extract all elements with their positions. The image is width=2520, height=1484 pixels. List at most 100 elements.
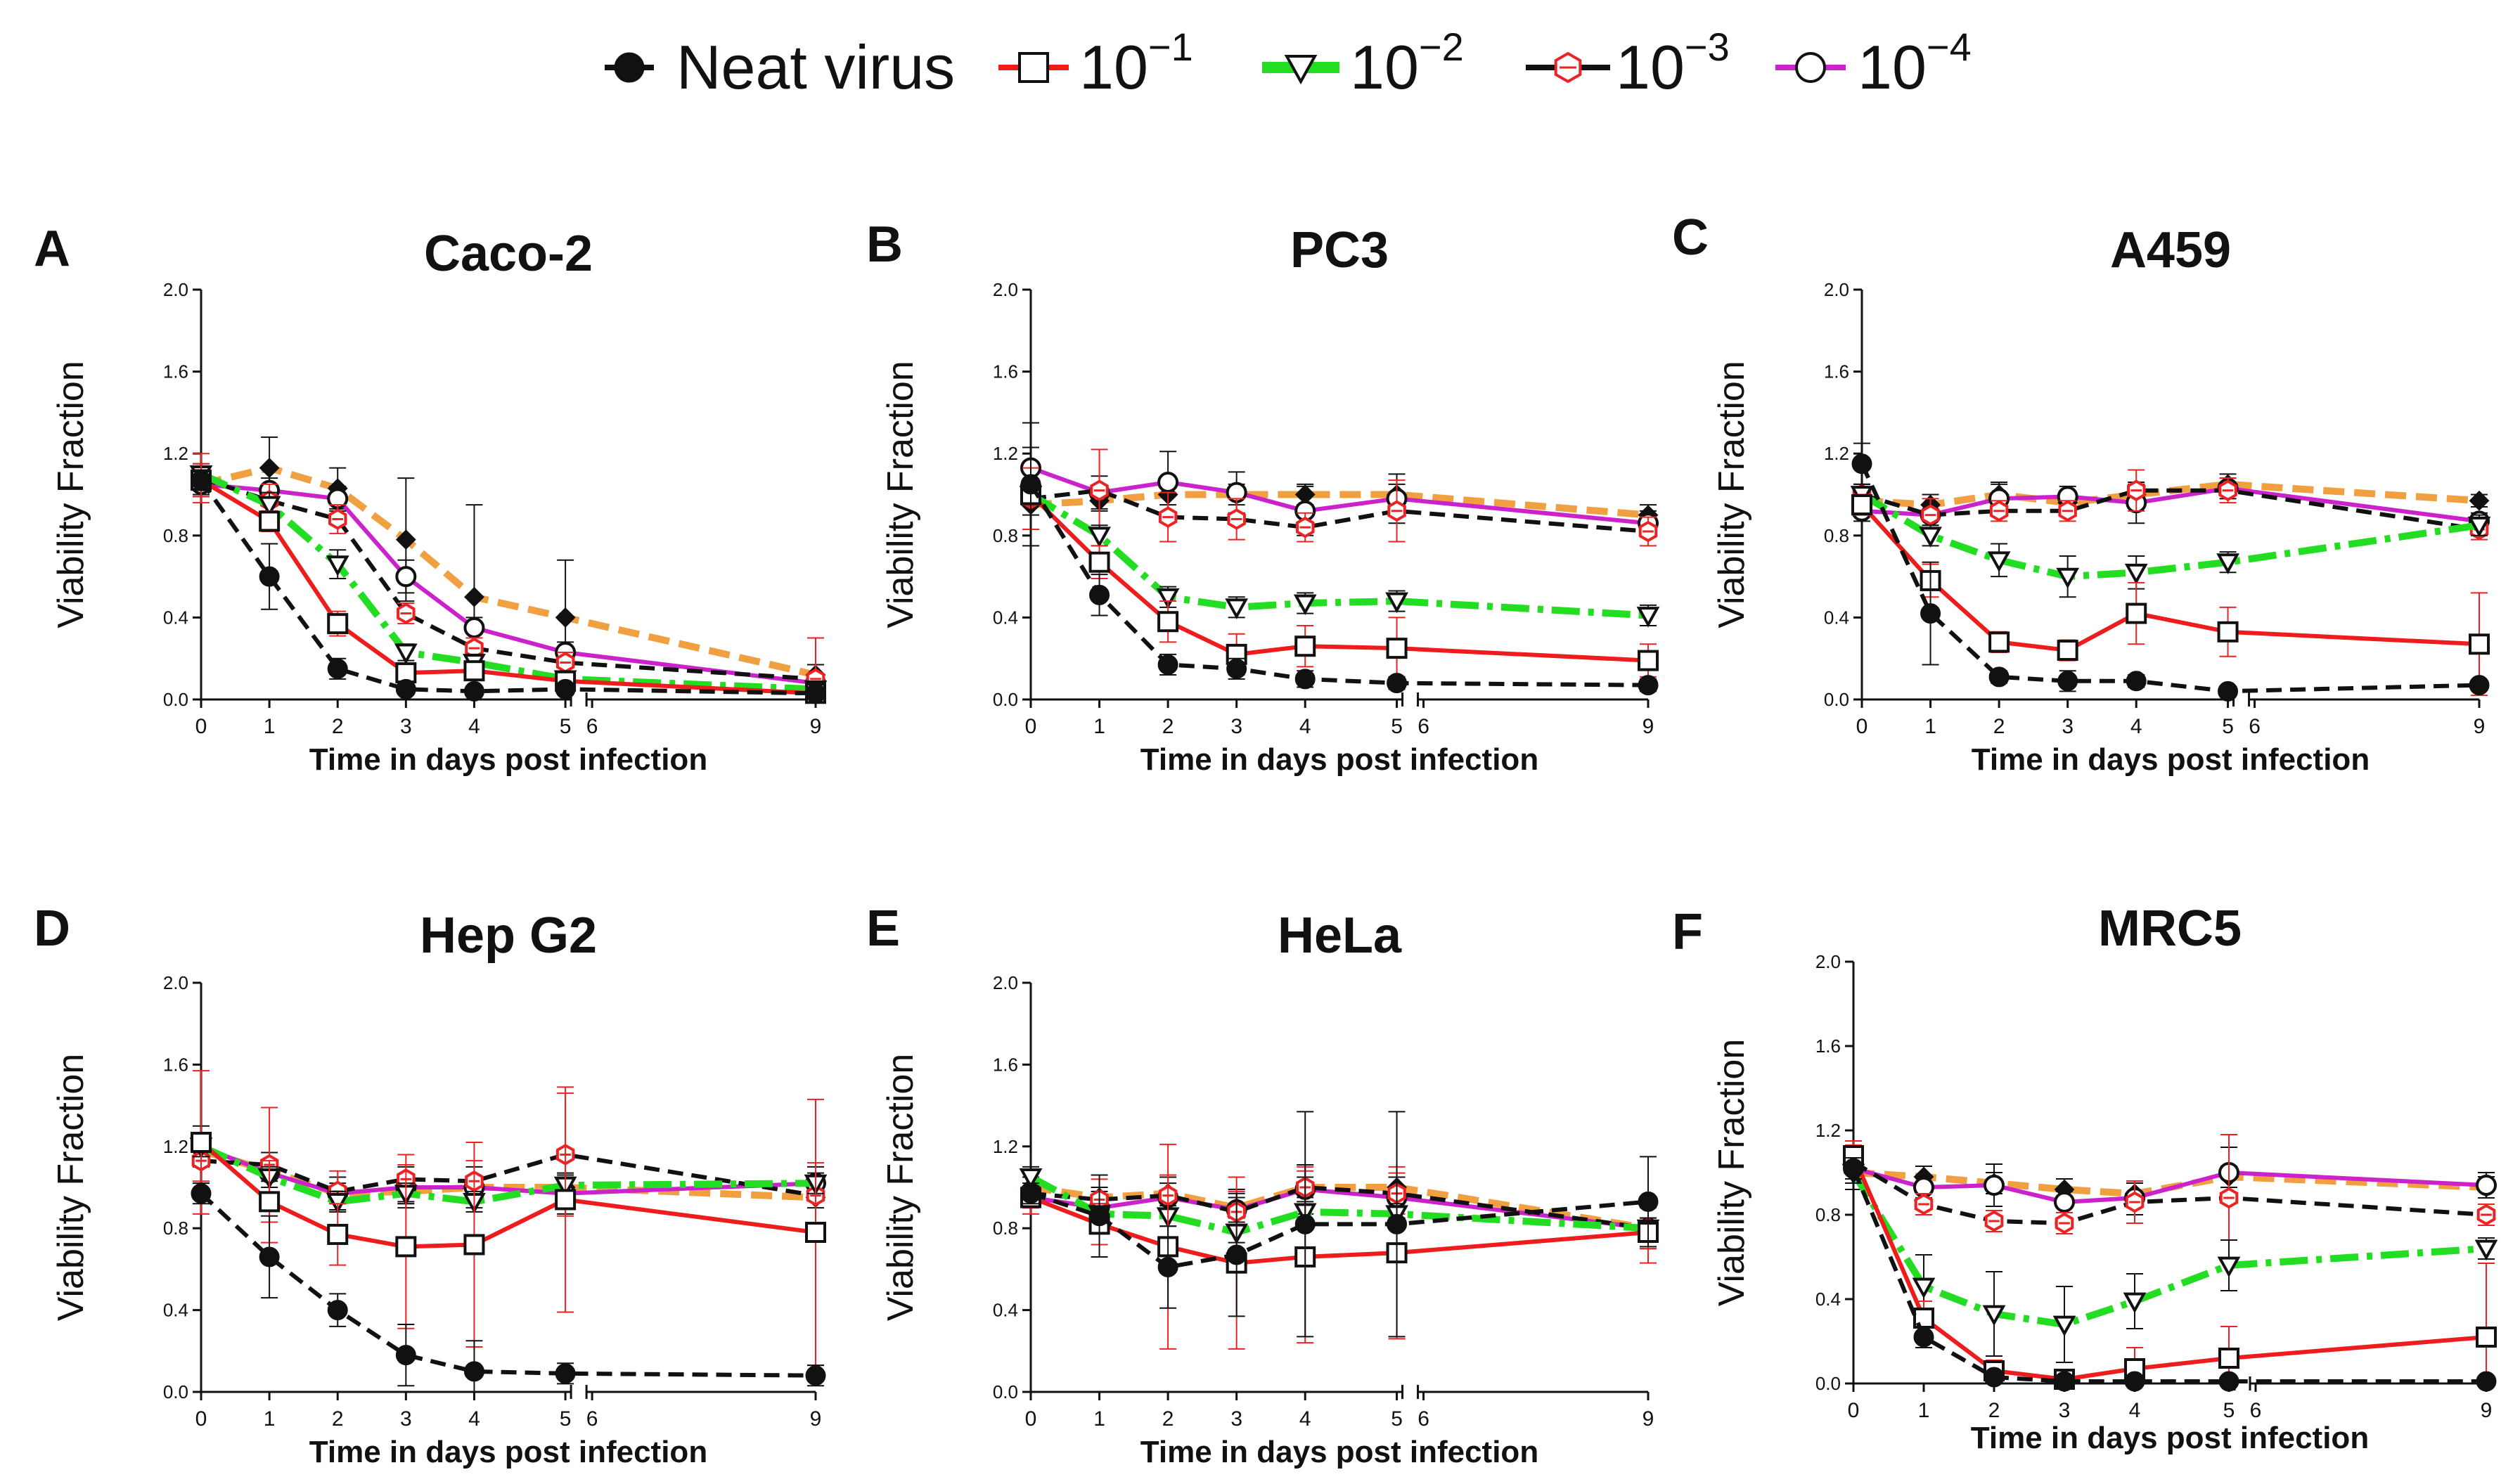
data-point-d1 xyxy=(1851,494,1872,516)
x-tick-label-B: 3 xyxy=(1230,715,1242,738)
data-point-neat xyxy=(1020,1183,1041,1204)
data-point-d2 xyxy=(1982,1305,2006,1327)
series-line-d2-F xyxy=(1850,1170,2487,1328)
x-tick-label-B: 0 xyxy=(1025,715,1037,738)
series-d3-A xyxy=(191,453,825,700)
x-tick-label-A: 2 xyxy=(332,715,344,738)
y-tick-label-C: 0.8 xyxy=(1824,525,1849,546)
x-tick-label-B: 5 xyxy=(1391,715,1403,738)
data-point-neat xyxy=(1851,453,1872,475)
y-tick-label-F: 0.8 xyxy=(1815,1204,1841,1225)
data-point-neat xyxy=(1157,1256,1178,1277)
y-tick-label-B: 0.8 xyxy=(993,525,1018,546)
data-point-neat xyxy=(2124,1371,2145,1392)
data-point-neat xyxy=(1089,1206,1110,1227)
data-point-extra xyxy=(2469,490,2490,511)
series-d4-F xyxy=(1843,1147,2497,1215)
data-point-neat xyxy=(327,1300,348,1321)
data-point-neat xyxy=(395,1345,416,1366)
data-point-neat xyxy=(1387,1213,1408,1234)
x-tick-label-C: 1 xyxy=(1924,715,1936,738)
data-point-d1 xyxy=(463,1234,485,1256)
series-neat-F xyxy=(1843,1157,2497,1392)
legend-marker-d4 xyxy=(1795,52,1826,83)
y-axis-label-B: Viability Fraction xyxy=(880,361,921,628)
legend-sup-d1: −1 xyxy=(1148,25,1193,69)
data-point-d2 xyxy=(326,555,349,576)
series-d3-F xyxy=(1844,1134,2496,1262)
x-tick-label-C: 9 xyxy=(2474,715,2486,738)
y-tick-label-C: 2.0 xyxy=(1824,279,1849,300)
data-point-d1 xyxy=(1988,631,2010,653)
series-d2-F xyxy=(1841,1161,2498,1363)
y-tick-label-C: 1.2 xyxy=(1824,443,1849,464)
y-tick-label-D: 1.2 xyxy=(163,1136,188,1157)
x-tick-label-D: 3 xyxy=(400,1407,412,1431)
data-point-d1 xyxy=(1638,650,1659,671)
data-point-d1 xyxy=(395,662,417,684)
legend-sup-d2: −2 xyxy=(1419,25,1464,69)
series-d2-D xyxy=(189,1135,828,1214)
series-extra-A xyxy=(191,436,826,690)
data-point-neat xyxy=(1638,675,1659,696)
y-tick-label-B: 0.0 xyxy=(993,689,1018,710)
data-point-neat xyxy=(1387,673,1408,694)
x-tick-label-F: 4 xyxy=(2129,1399,2141,1422)
series-line-d1-C xyxy=(1860,503,2480,652)
x-tick-label-B: 6 xyxy=(1418,715,1429,738)
legend: Neat virus 10−1 10−2 10−3 10−4 xyxy=(605,25,1972,102)
data-point-neat xyxy=(1638,1191,1659,1212)
y-tick-label-D: 0.4 xyxy=(163,1300,188,1321)
series-neat-C xyxy=(1851,442,2490,702)
y-tick-label-A: 0.0 xyxy=(163,689,188,710)
data-point-d1 xyxy=(463,660,485,682)
series-neat-A xyxy=(191,469,826,704)
data-point-d2 xyxy=(1019,1168,1043,1189)
x-tick-label-C: 5 xyxy=(2222,715,2234,738)
panel-title-B: PC3 xyxy=(1290,222,1389,278)
x-tick-label-F: 9 xyxy=(2481,1399,2493,1422)
series-neat-B xyxy=(1020,422,1659,696)
data-point-d1 xyxy=(555,1189,577,1211)
series-d3-C xyxy=(1852,469,2489,541)
series-d1-D xyxy=(191,1070,826,1367)
legend-marker-neat xyxy=(614,52,645,83)
panel-letter-A: A xyxy=(34,221,70,277)
data-point-neat xyxy=(1294,1213,1316,1234)
series-d4-E xyxy=(1020,1163,1659,1250)
data-point-d1 xyxy=(1088,551,1110,573)
data-point-neat xyxy=(259,1246,280,1267)
series-d1-E xyxy=(1020,1143,1659,1350)
y-tick-label-D: 1.6 xyxy=(163,1054,188,1075)
data-point-neat xyxy=(2218,1371,2239,1392)
series-line-neat-A xyxy=(199,479,816,696)
x-tick-label-D: 2 xyxy=(332,1407,344,1431)
panel-title-C: A459 xyxy=(2110,222,2231,278)
y-tick-label-A: 0.8 xyxy=(163,525,188,546)
data-point-neat xyxy=(463,1361,484,1382)
x-axis-label-D: Time in days post infection xyxy=(309,1435,707,1469)
data-point-d2 xyxy=(1919,527,1942,548)
x-tick-label-D: 5 xyxy=(560,1407,572,1431)
panel-letter-E: E xyxy=(866,901,900,957)
panels: A Caco-2 0.0 0.4 0.8 1.2 1.6 2.0 Viability Fract… xyxy=(34,209,2498,1469)
series-d1-C xyxy=(1851,493,2490,697)
data-point-d2 xyxy=(2052,1315,2076,1337)
series-line-d3-A xyxy=(200,476,816,681)
data-point-d2 xyxy=(394,643,418,665)
legend-label-d4: 10−4 xyxy=(1858,25,1972,102)
y-tick-label-B: 1.2 xyxy=(993,443,1018,464)
data-point-extra xyxy=(555,607,576,628)
data-point-neat xyxy=(1988,666,2010,688)
legend-label-neat: Neat virus xyxy=(676,32,955,102)
x-tick-label-D: 4 xyxy=(468,1407,480,1431)
legend-marker-d2 xyxy=(1284,55,1318,85)
legend-entry-d4: 10−4 xyxy=(1775,25,1972,102)
series-d4-A xyxy=(191,473,826,694)
y-tick-label-E: 0.4 xyxy=(993,1300,1018,1321)
data-point-neat xyxy=(191,1183,212,1204)
x-tick-label-D: 1 xyxy=(264,1407,276,1431)
y-axis-label-A: Viability Fraction xyxy=(51,361,91,628)
data-point-d2 xyxy=(2124,563,2148,585)
